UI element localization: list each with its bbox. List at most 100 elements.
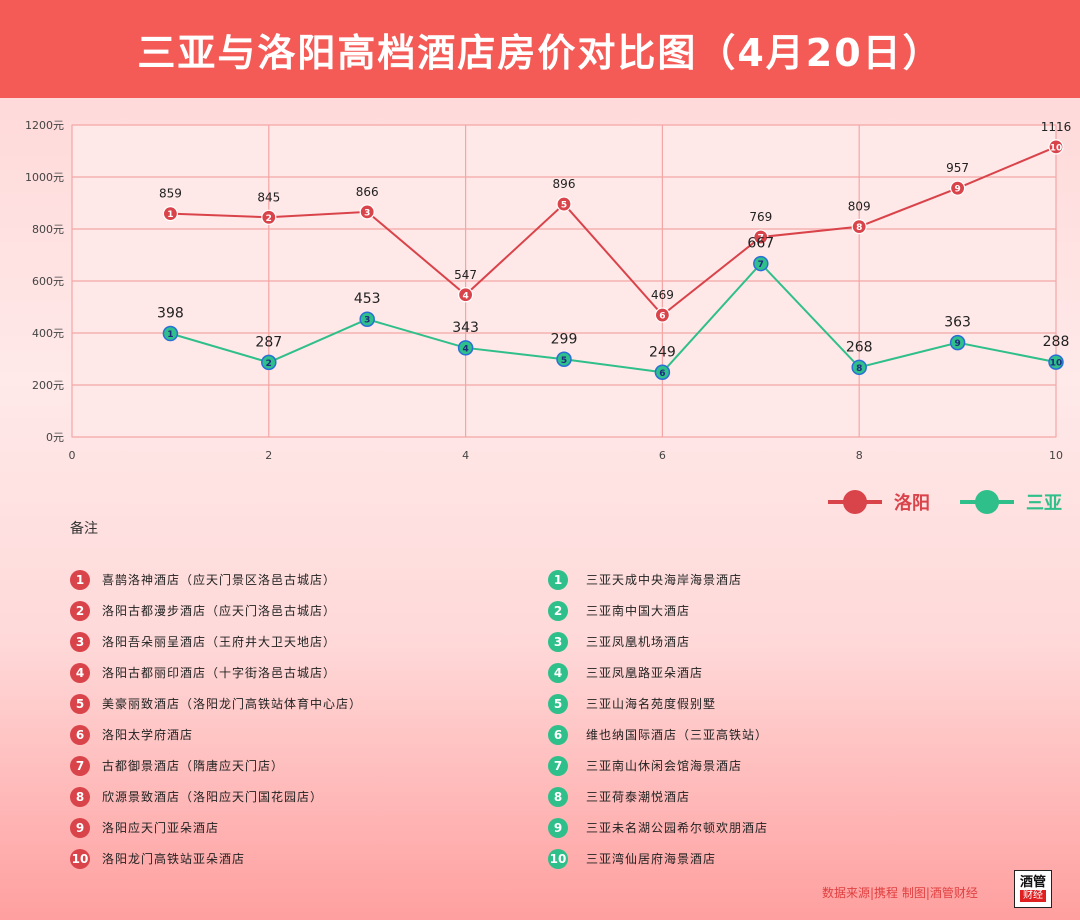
- luoyang-hotel-number: 10: [70, 848, 90, 869]
- data-point: [457, 340, 474, 356]
- data-point: [654, 364, 671, 381]
- y-tick-label: 0元: [46, 431, 64, 444]
- sanya-hotel-number: 3: [548, 631, 568, 652]
- data-point-number: 6: [659, 312, 665, 322]
- data-point-number: 5: [561, 201, 567, 211]
- data-point-number: 4: [462, 344, 468, 354]
- sanya-hotel-name: 三亚凤凰路亚朵酒店: [586, 666, 704, 680]
- x-tick-label: 6: [659, 449, 666, 462]
- legend-luoyang-label: 洛阳: [894, 493, 930, 514]
- data-point-number: 2: [266, 359, 272, 369]
- legend-sanya-label: 三亚: [1026, 493, 1062, 514]
- data-label: 469: [651, 288, 674, 302]
- data-label: 547: [454, 268, 477, 282]
- luoyang-hotel-item: 2 洛阳古都漫步酒店（应天门洛邑古城店）: [70, 595, 362, 626]
- data-label: 299: [551, 331, 578, 347]
- luoyang-hotel-number: 1: [70, 569, 90, 590]
- legend-luoyang-marker: [843, 490, 867, 514]
- luoyang-hotel-name: 洛阳古都漫步酒店（应天门洛邑古城店）: [102, 604, 337, 618]
- sanya-hotel-number: 7: [548, 755, 568, 776]
- sanya-hotel-name: 三亚荷泰潮悦酒店: [586, 790, 691, 804]
- data-source: 数据来源|携程 制图|酒管财经: [822, 886, 978, 900]
- data-point-number: 1: [167, 330, 173, 340]
- data-point-number: 8: [856, 364, 862, 374]
- sanya-hotel-number: 10: [548, 848, 568, 869]
- series-line: [170, 262, 1057, 374]
- sanya-hotel-name: 三亚南山休闲会馆海景酒店: [586, 759, 743, 773]
- notes-title: 备注: [70, 521, 98, 537]
- data-label: 398: [157, 306, 184, 322]
- luoyang-hotel-number: 6: [70, 724, 90, 745]
- luoyang-hotel-item: 4 洛阳古都丽印酒店（十字街洛邑古城店）: [70, 657, 362, 688]
- data-point: [162, 325, 179, 342]
- luoyang-hotel-number: 4: [70, 662, 90, 683]
- y-tick-label: 800元: [32, 223, 64, 236]
- sanya-hotel-item: 9 三亚未名湖公园希尔顿欢朋酒店: [548, 812, 768, 843]
- sanya-hotel-item: 6 维也纳国际酒店（三亚高铁站）: [548, 719, 768, 750]
- data-point: [458, 287, 474, 303]
- sanya-hotel-number: 2: [548, 600, 568, 621]
- sanya-hotel-number: 9: [548, 817, 568, 838]
- legend-luoyang: 洛阳: [828, 488, 930, 516]
- data-label: 288: [1043, 334, 1070, 350]
- sanya-hotel-name: 三亚湾仙居府海景酒店: [586, 852, 717, 866]
- header-banner: 三亚与洛阳高档酒店房价对比图（4月20日）: [0, 0, 1080, 98]
- sanya-hotel-number: 6: [548, 724, 568, 745]
- data-label: 343: [452, 320, 479, 336]
- y-tick-label: 400元: [32, 327, 64, 340]
- sanya-hotel-item: 2 三亚南中国大酒店: [548, 595, 768, 626]
- data-point: [753, 255, 769, 272]
- legend-luoyang-line: [828, 490, 882, 514]
- y-tick-label: 200元: [32, 379, 64, 392]
- data-point-number: 1: [167, 210, 173, 220]
- data-point: [261, 354, 277, 371]
- sanya-hotel-item: 3 三亚凤凰机场酒店: [548, 626, 768, 657]
- axes: 0元 200元 400元 600元 800元 1000元 1200元 0 2 4 6 8 10: [25, 119, 1063, 462]
- data-point: [359, 204, 375, 220]
- logo-text-top: 酒管: [1019, 875, 1046, 890]
- x-tick-label: 4: [462, 449, 469, 462]
- data-point: [851, 359, 867, 376]
- sanya-hotel-item: 4 三亚凤凰路亚朵酒店: [548, 657, 768, 688]
- series: 1859284538664547589664697769880999571011…: [157, 120, 1071, 381]
- data-point-number: 5: [561, 356, 567, 366]
- luoyang-hotel-number: 5: [70, 693, 90, 714]
- data-point-number: 9: [954, 339, 960, 349]
- luoyang-hotel-name: 洛阳吾朵丽呈酒店（王府井大卫天地店）: [102, 635, 337, 649]
- data-label: 845: [257, 190, 280, 204]
- luoyang-hotel-number: 2: [70, 600, 90, 621]
- luoyang-hotel-item: 5 美豪丽致酒店（洛阳龙门高铁站体育中心店）: [70, 688, 362, 719]
- luoyang-hotel-list: 1 喜鹊洛神酒店（应天门景区洛邑古城店） 2 洛阳古都漫步酒店（应天门洛邑古城店） …: [70, 564, 362, 874]
- data-point: [949, 334, 966, 351]
- luoyang-hotel-number: 8: [70, 786, 90, 807]
- y-tick-label: 1000元: [25, 171, 64, 184]
- luoyang-hotel-name: 美豪丽致酒店（洛阳龙门高铁站体育中心店）: [102, 697, 363, 711]
- data-point: [1048, 354, 1064, 370]
- y-tick-label: 1200元: [25, 119, 64, 132]
- luoyang-hotel-item: 10 洛阳龙门高铁站亚朵酒店: [70, 843, 362, 874]
- data-point: [162, 206, 178, 222]
- data-point-number: 2: [266, 214, 272, 224]
- data-label: 769: [749, 210, 772, 224]
- legend-sanya: 三亚: [960, 488, 1062, 516]
- data-label: 363: [944, 315, 971, 331]
- luoyang-hotel-item: 6 洛阳太学府酒店: [70, 719, 362, 750]
- legend-sanya-marker: [975, 490, 999, 514]
- chart-title: 三亚与洛阳高档酒店房价对比图（4月20日）: [137, 31, 943, 75]
- data-label: 268: [846, 339, 873, 355]
- data-label: 667: [747, 236, 774, 252]
- data-point-number: 3: [364, 316, 370, 326]
- data-label: 453: [354, 291, 381, 307]
- sanya-hotel-item: 1 三亚天成中央海岸海景酒店: [548, 564, 768, 595]
- luoyang-hotel-item: 7 古都御景酒店（隋唐应天门店）: [70, 750, 362, 781]
- sanya-hotel-item: 10 三亚湾仙居府海景酒店: [548, 843, 768, 874]
- sanya-hotel-name: 三亚未名湖公园希尔顿欢朋酒店: [586, 821, 769, 835]
- data-point-number: 7: [758, 234, 764, 244]
- data-point-number: 3: [364, 208, 370, 218]
- data-point-number: 6: [659, 369, 665, 379]
- luoyang-hotel-item: 1 喜鹊洛神酒店（应天门景区洛邑古城店）: [70, 564, 362, 595]
- data-point: [654, 307, 671, 323]
- data-point: [556, 196, 572, 212]
- sanya-hotel-name: 三亚凤凰机场酒店: [586, 635, 691, 649]
